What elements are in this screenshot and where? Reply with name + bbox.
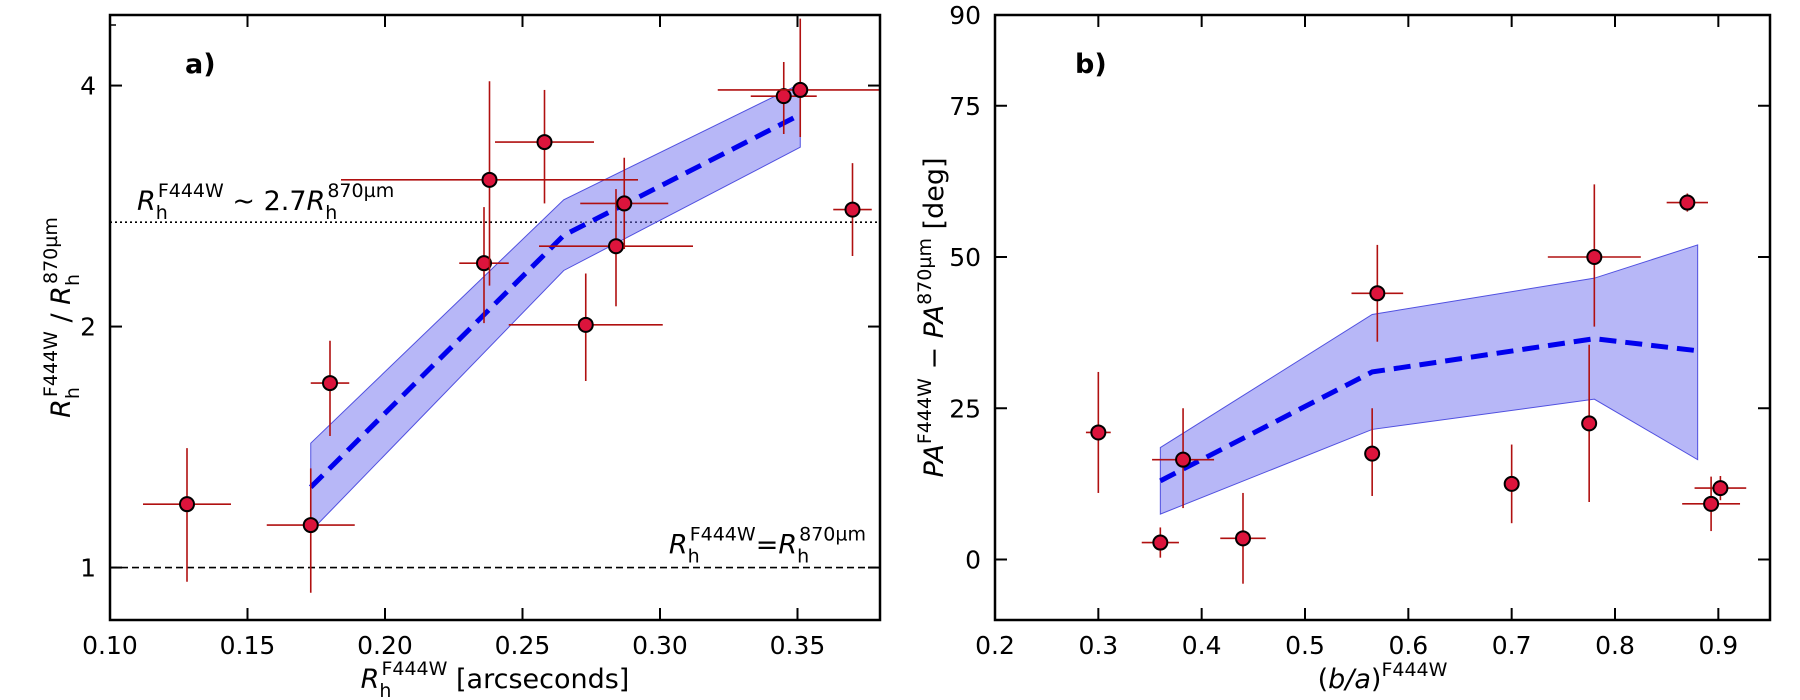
data-point	[833, 163, 872, 257]
data-point	[1666, 193, 1708, 212]
point-marker	[476, 255, 492, 272]
data-point	[459, 207, 509, 324]
data-point	[310, 340, 350, 436]
data-point	[717, 18, 880, 137]
confidence-band	[1159, 244, 1699, 515]
point-marker	[1369, 285, 1386, 302]
y-tick-label: 4	[80, 72, 96, 101]
x-tick-label: 0.20	[357, 631, 413, 660]
data-point	[266, 468, 355, 593]
y-tick-label: 25	[949, 394, 981, 423]
point-marker	[1235, 530, 1251, 547]
confidence-band	[310, 83, 801, 533]
x-axis-title: (b/a)F444W	[1318, 659, 1448, 695]
x-tick-label: 0.4	[1182, 631, 1222, 660]
point-marker	[536, 134, 553, 151]
point-marker	[1586, 249, 1603, 265]
y-axis-title: PAF444W − PA870µm [deg]	[914, 157, 950, 477]
y-tick-label: 75	[949, 92, 981, 121]
y-tick-label: 50	[949, 243, 981, 272]
x-tick-label: 0.6	[1388, 631, 1428, 660]
data-point	[1547, 184, 1641, 327]
y-axis-title: RhF444W / Rh870µm	[40, 217, 84, 418]
running-median-line	[1159, 336, 1698, 484]
point-marker	[1581, 415, 1598, 432]
point-marker	[1175, 451, 1192, 468]
x-tick-label: 0.8	[1595, 631, 1635, 660]
x-tick-label: 0.25	[495, 631, 551, 660]
running-median-line	[308, 112, 802, 489]
ratio-annotation: RhF444W ~ 2.7Rh870µm	[137, 180, 394, 224]
plot-frame	[993, 13, 1772, 622]
point-marker	[1712, 480, 1729, 497]
point-marker	[1364, 445, 1381, 462]
data-point	[508, 273, 663, 382]
point-marker	[1090, 424, 1107, 441]
data-point	[750, 62, 817, 134]
panel-a: 0.10 0.15 0.20 0.25 0.30 0.35 1 2 4 a) RhF444W [ar…	[40, 13, 882, 700]
y-tick-label: 1	[80, 554, 96, 583]
data-point	[1152, 408, 1215, 509]
point-marker	[775, 88, 792, 105]
point-marker	[616, 195, 633, 212]
data-point	[1351, 244, 1404, 342]
point-marker	[844, 201, 861, 218]
panel-label: a)	[185, 49, 216, 80]
point-marker	[322, 375, 338, 392]
x-tick-label: 0.9	[1698, 631, 1738, 660]
point-marker	[1679, 194, 1696, 211]
panel-label: b)	[1075, 49, 1107, 80]
data-point	[1220, 492, 1266, 584]
x-tick-label: 0.2	[975, 631, 1015, 660]
unity-annotation: RhF444W=Rh870µm	[669, 524, 866, 568]
point-marker	[1703, 495, 1720, 512]
data-point	[495, 89, 594, 204]
point-marker	[792, 81, 809, 98]
data-point	[341, 81, 638, 286]
y-tick-label: 2	[80, 313, 96, 342]
data-point	[580, 157, 669, 249]
point-marker	[1152, 534, 1169, 551]
point-marker	[1503, 475, 1520, 492]
x-tick-label: 0.7	[1492, 631, 1532, 660]
x-tick-label: 0.30	[632, 631, 688, 660]
point-marker	[481, 171, 498, 188]
point-marker	[577, 316, 594, 333]
plot-frame	[108, 13, 882, 622]
data-point	[1581, 344, 1598, 503]
data-point	[1141, 527, 1179, 558]
data-point	[1364, 408, 1381, 496]
x-axis-title: RhF444W [arcseconds]	[361, 658, 630, 700]
point-marker	[179, 496, 195, 513]
x-tick-label: 0.35	[770, 631, 826, 660]
data-point	[1503, 444, 1520, 524]
x-tick-label: 0.10	[82, 631, 138, 660]
data-point	[1682, 476, 1741, 532]
data-point	[1694, 476, 1747, 501]
y-tick-label: 0	[965, 546, 981, 575]
data-point	[143, 448, 231, 582]
x-tick-label: 0.5	[1285, 631, 1325, 660]
point-marker	[302, 517, 319, 534]
x-tick-label: 0.3	[1078, 631, 1118, 660]
point-marker	[608, 238, 624, 255]
y-tick-label: 90	[949, 1, 981, 30]
data-point	[539, 189, 693, 307]
data-point	[1085, 371, 1111, 493]
panel-b: 0.2 0.3 0.4 0.5 0.6 0.7 0.8 0.9 0 25 50 75 90 b) (b/a)…	[914, 1, 1772, 695]
x-tick-label: 0.15	[220, 631, 276, 660]
